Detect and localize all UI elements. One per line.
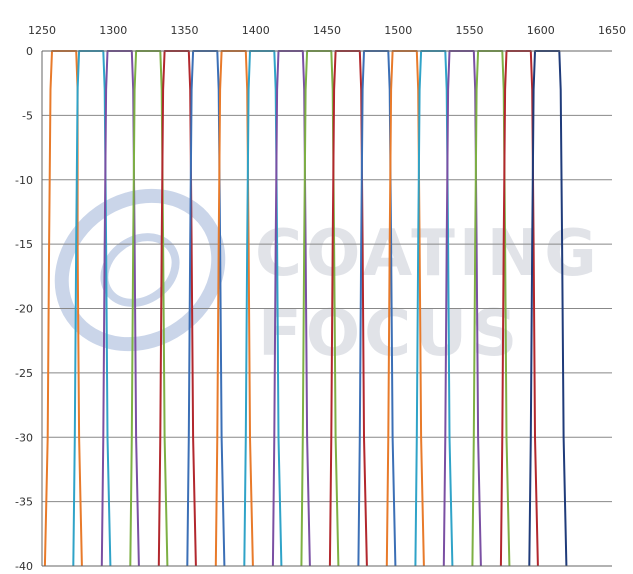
grid [42,50,612,567]
y-tick-label: -5 [22,109,33,122]
watermark: COATING FOCUS [54,188,601,371]
y-tick-label: -35 [15,496,33,509]
y-tick-label: -30 [15,431,33,444]
y-axis-ticks: 0 -5 -10 -15 -20 -25 -30 -35 -40 [15,45,33,573]
axes [41,50,612,567]
x-tick-label: 1350 [171,24,199,37]
y-tick-label: -15 [15,238,33,251]
y-tick-label: -20 [15,303,33,316]
x-axis-ticks: 1250 1300 1350 1400 1450 1500 1550 1600 1650 [28,24,626,37]
y-tick-label: -25 [15,367,33,380]
x-tick-label: 1250 [28,24,56,37]
watermark-logo-icon [54,188,226,352]
watermark-line1: COATING [255,217,601,291]
y-tick-label: -40 [15,560,33,573]
x-tick-label: 1300 [99,24,127,37]
y-tick-label: -10 [15,174,33,187]
y-tick-label: 0 [26,45,33,58]
x-tick-label: 1450 [313,24,341,37]
x-tick-label: 1550 [456,24,484,37]
x-tick-label: 1500 [384,24,412,37]
x-tick-label: 1600 [527,24,555,37]
x-tick-label: 1400 [242,24,270,37]
x-tick-label: 1650 [598,24,626,37]
